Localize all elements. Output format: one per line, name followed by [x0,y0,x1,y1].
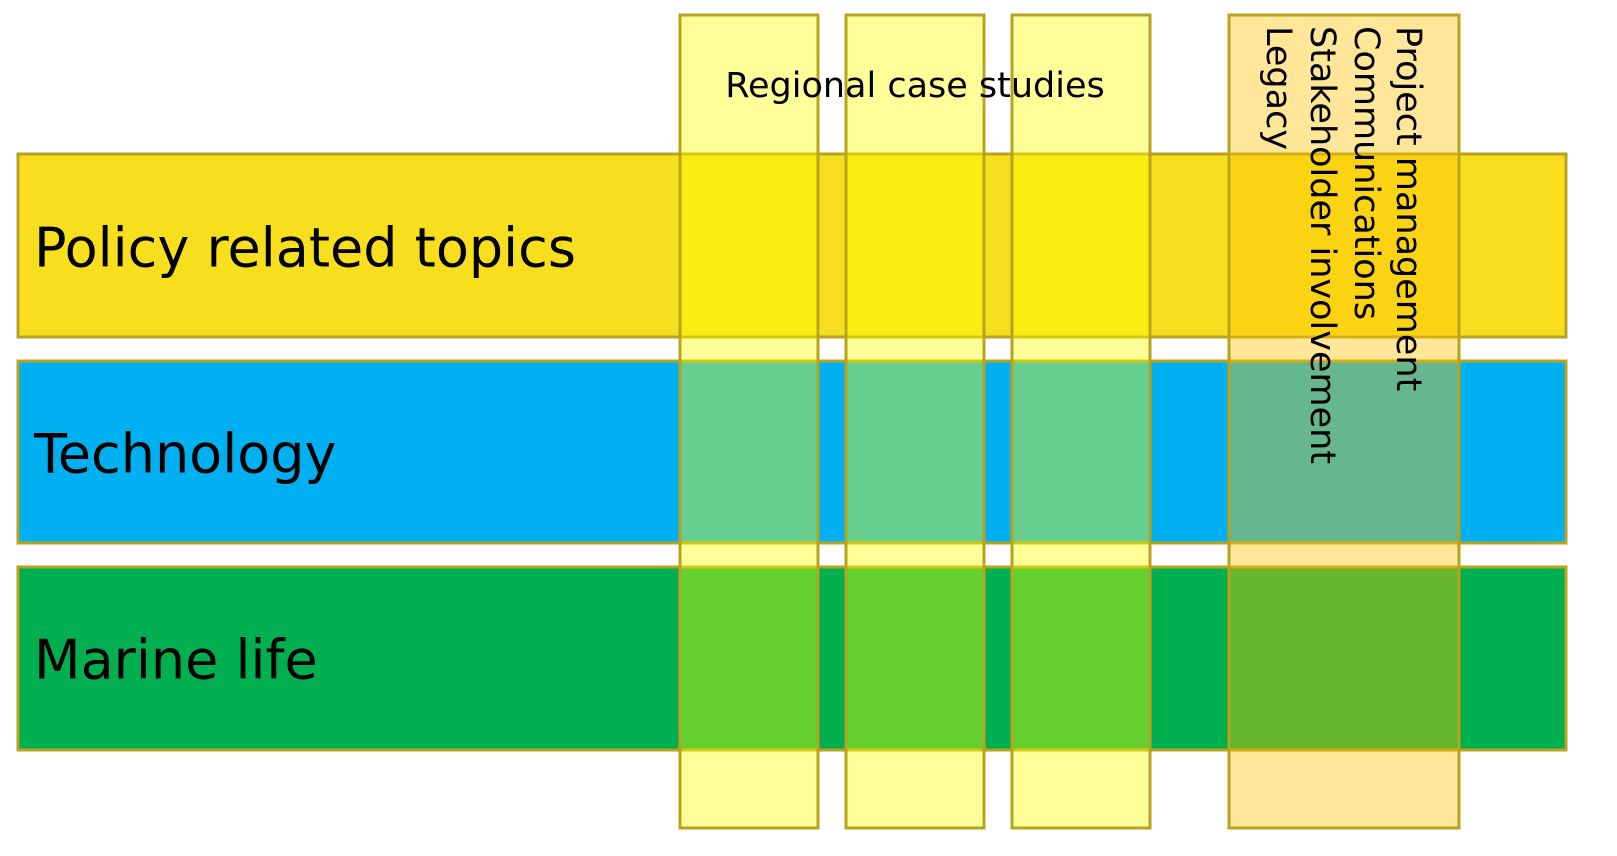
row-band [16,152,1568,339]
side-label: Project management [1388,26,1428,391]
side-label: Stakeholder involvement [1302,26,1342,464]
column [678,13,820,830]
row-label: Technology [33,423,336,486]
side-label: Legacy [1258,26,1298,150]
side-label: Communications [1346,26,1386,320]
row-label: Marine life [34,629,318,692]
row-band [16,565,1568,752]
column [1227,13,1461,830]
column [1010,13,1152,830]
columns [678,13,1461,830]
row-label: Policy related topics [34,217,576,280]
column-header: Regional case studies [725,66,1105,106]
column [844,13,986,830]
row-band [16,359,1568,545]
rows [16,152,1568,752]
